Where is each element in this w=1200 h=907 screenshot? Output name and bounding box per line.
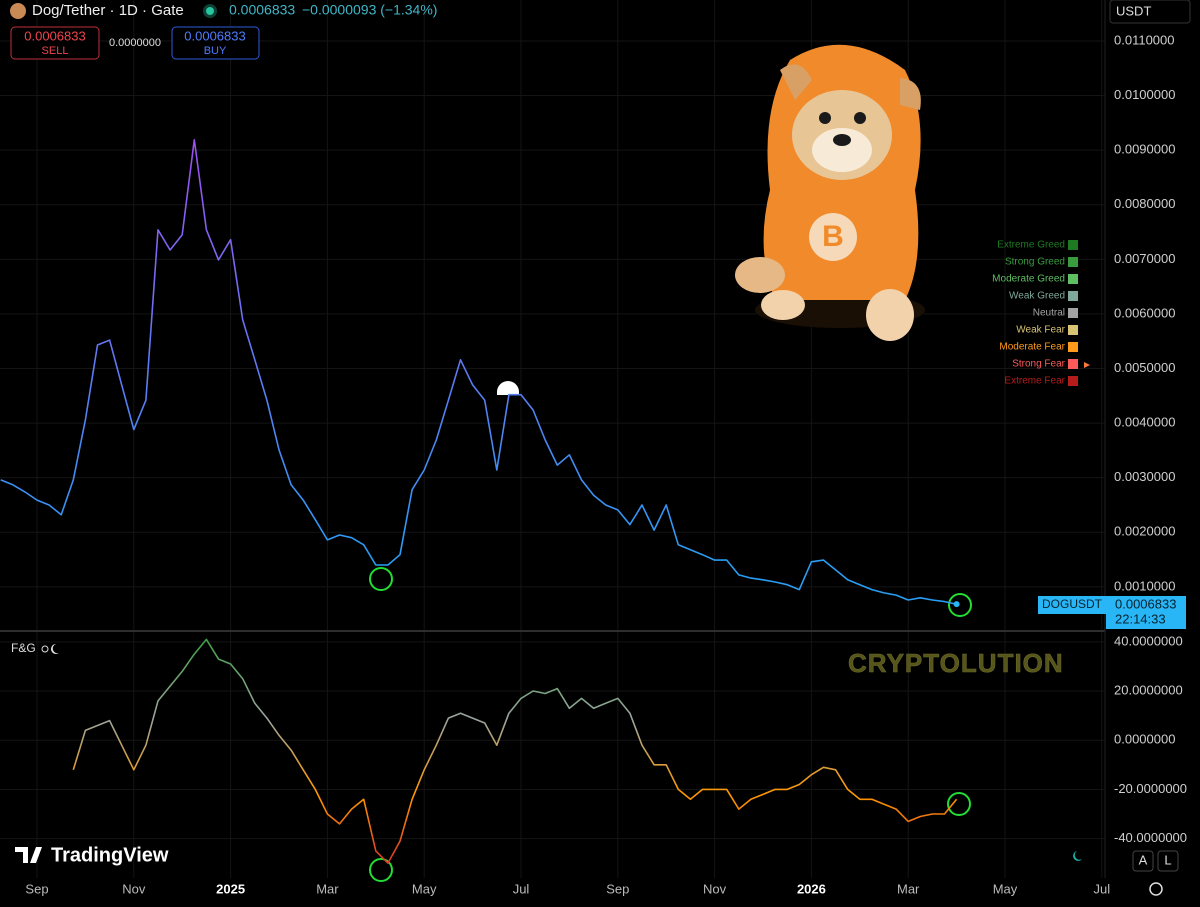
y-tick-label: 0.0020000 bbox=[1114, 524, 1175, 539]
y-tick-label: 0.0100000 bbox=[1114, 87, 1175, 102]
y-tick-label: 0.0080000 bbox=[1114, 196, 1175, 211]
y-tick-label: 0.0030000 bbox=[1114, 469, 1175, 484]
zone-swatch bbox=[1068, 376, 1078, 386]
y-tick-label: 0.0070000 bbox=[1114, 251, 1175, 266]
price-line bbox=[0, 139, 957, 605]
x-tick-label: 2025 bbox=[216, 881, 245, 896]
x-tick-label: Mar bbox=[897, 881, 920, 896]
sun-icon bbox=[41, 645, 49, 653]
annotation-circle bbox=[369, 858, 393, 882]
symbol-icon bbox=[10, 3, 26, 19]
y-tick-label: -20.0000000 bbox=[1114, 781, 1187, 796]
x-tick-label: May bbox=[412, 881, 437, 896]
auto-scale[interactable]: A bbox=[1139, 852, 1148, 867]
brand: TradingView bbox=[51, 844, 169, 866]
x-tick-label: Sep bbox=[25, 881, 48, 896]
y-tick-label: 0.0000000 bbox=[1114, 732, 1175, 747]
log-scale-button[interactable] bbox=[1157, 850, 1179, 872]
sell-button[interactable] bbox=[10, 26, 100, 60]
zone-label: Moderate Greed bbox=[992, 274, 1065, 285]
price-line bbox=[72, 638, 958, 864]
x-tick-label: Jul bbox=[513, 881, 530, 896]
theme-icon[interactable] bbox=[1073, 851, 1082, 861]
log-scale[interactable]: L bbox=[1164, 852, 1171, 867]
x-tick-label: Sep bbox=[606, 881, 629, 896]
svg-text:B: B bbox=[822, 220, 844, 253]
y-tick-label: 0.0090000 bbox=[1114, 142, 1175, 157]
grid bbox=[0, 0, 1105, 878]
last-point bbox=[953, 601, 960, 608]
last-price: 0.0006833 bbox=[229, 2, 295, 18]
price-change: −0.0000093 (−1.34%) bbox=[302, 2, 437, 18]
exchange-icon bbox=[497, 381, 519, 395]
price-tag-price: 0.0006833 bbox=[1115, 596, 1176, 611]
x-tick-label: 2026 bbox=[797, 881, 826, 896]
zone-pointer bbox=[1084, 362, 1090, 368]
zone-label: Neutral bbox=[1033, 308, 1065, 319]
price-tag-symbol-box bbox=[1038, 596, 1106, 614]
watermark: CRYPTOLUTION bbox=[848, 648, 1064, 678]
zone-label: Weak Fear bbox=[1016, 325, 1065, 336]
currency-button[interactable] bbox=[1109, 0, 1191, 24]
buy-label[interactable]: BUY bbox=[204, 45, 227, 57]
zone-swatch bbox=[1068, 308, 1078, 318]
y-tick-label: 0.0060000 bbox=[1114, 305, 1175, 320]
zone-swatch bbox=[1068, 291, 1078, 301]
status-dot bbox=[206, 7, 214, 15]
zone-swatch bbox=[1068, 240, 1078, 250]
price-tag-symbol: DOGUSDT bbox=[1042, 597, 1103, 611]
indicator-label: F&G bbox=[11, 641, 36, 655]
zone-swatch bbox=[1068, 257, 1078, 267]
annotation-circle bbox=[948, 593, 972, 617]
dog-illustration: B bbox=[735, 44, 925, 341]
zone-swatch bbox=[1068, 274, 1078, 284]
spread: 0.0000000 bbox=[109, 37, 161, 49]
x-tick-label: Jul bbox=[1093, 881, 1110, 896]
zone-label: Moderate Fear bbox=[999, 342, 1065, 353]
x-tick-label: Mar bbox=[316, 881, 339, 896]
y-tick-label: 20.0000000 bbox=[1114, 682, 1183, 697]
zone-label: Extreme Greed bbox=[997, 240, 1065, 251]
buy-price[interactable]: 0.0006833 bbox=[184, 28, 245, 43]
y-tick-label: 0.0050000 bbox=[1114, 360, 1175, 375]
price-tag-countdown: 22:14:33 bbox=[1115, 611, 1166, 626]
annotation-circle bbox=[369, 567, 393, 591]
settings-icon[interactable] bbox=[1149, 882, 1163, 896]
x-tick-label: Nov bbox=[703, 881, 727, 896]
zone-label: Extreme Fear bbox=[1004, 376, 1065, 387]
buy-button[interactable] bbox=[171, 26, 260, 60]
x-tick-label: Nov bbox=[122, 881, 146, 896]
zone-swatch bbox=[1068, 342, 1078, 352]
moon-icon bbox=[51, 644, 59, 655]
brand-logo bbox=[15, 847, 42, 863]
sell-label[interactable]: SELL bbox=[42, 45, 69, 57]
y-tick-label: 0.0010000 bbox=[1114, 578, 1175, 593]
zone-label: Strong Greed bbox=[1005, 257, 1065, 268]
zone-swatch bbox=[1068, 325, 1078, 335]
symbol-title[interactable]: Dog/Tether · 1D · Gate bbox=[32, 2, 184, 19]
currency[interactable]: USDT bbox=[1116, 3, 1151, 18]
y-tick-label: -40.0000000 bbox=[1114, 830, 1187, 845]
auto-scale-button[interactable] bbox=[1132, 850, 1154, 872]
y-tick-label: 0.0040000 bbox=[1114, 415, 1175, 430]
y-tick-label: 40.0000000 bbox=[1114, 633, 1183, 648]
price-tag-box bbox=[1106, 596, 1186, 629]
zone-label: Weak Greed bbox=[1009, 291, 1065, 302]
x-tick-label: May bbox=[993, 881, 1018, 896]
annotation-circle bbox=[947, 792, 971, 816]
zone-swatch bbox=[1068, 359, 1078, 369]
y-tick-label: 0.0110000 bbox=[1114, 32, 1175, 47]
zone-label: Strong Fear bbox=[1012, 359, 1065, 370]
sell-price[interactable]: 0.0006833 bbox=[24, 28, 85, 43]
